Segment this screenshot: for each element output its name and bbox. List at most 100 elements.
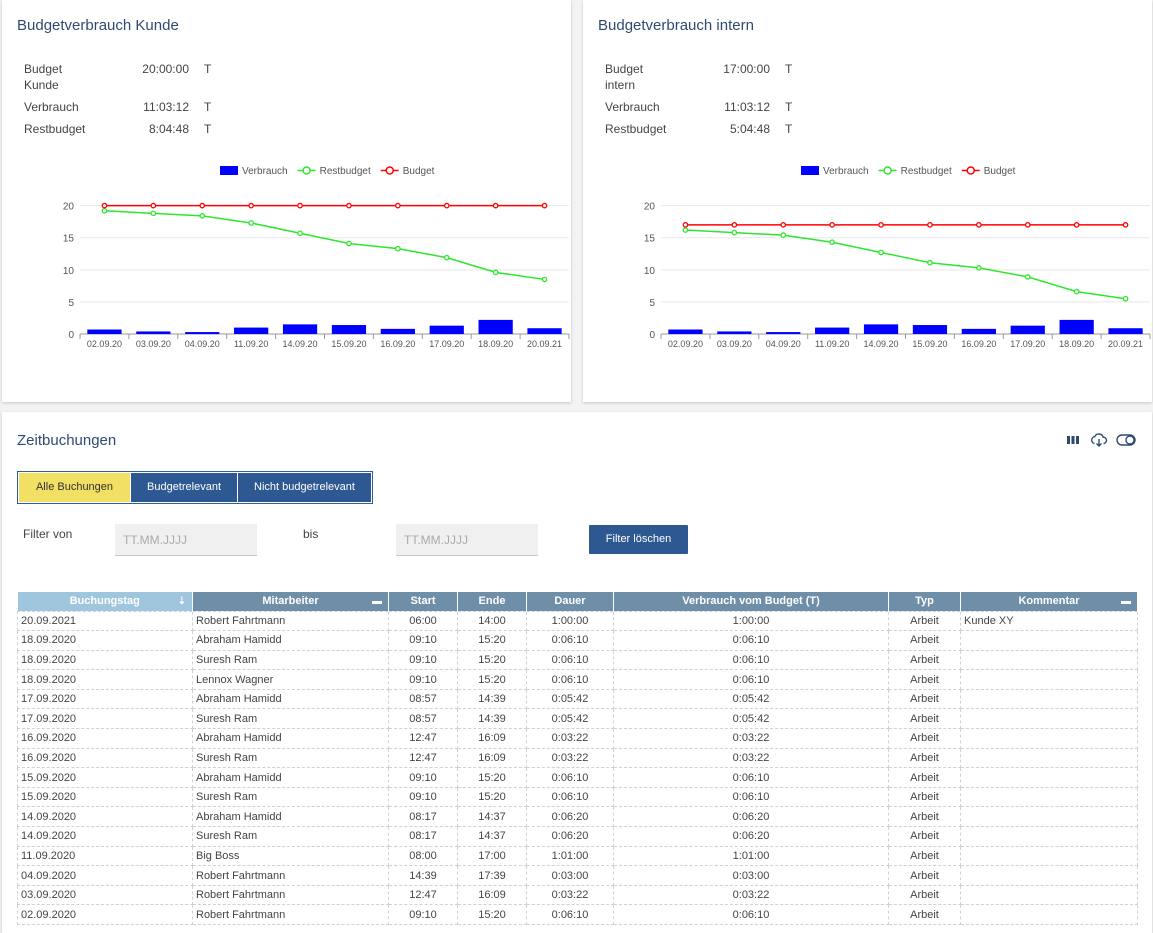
bar[interactable]: [136, 331, 171, 334]
table-row[interactable]: 17.09.2020 Suresh Ram 08:57 14:39 0:05:42 0:0…: [17, 708, 1138, 730]
table-row[interactable]: 18.09.2020 Lennox Wagner 09:10 15:20 0:06:10…: [17, 669, 1138, 690]
cloud-download-icon[interactable]: [1090, 432, 1108, 448]
data-point[interactable]: [927, 259, 933, 266]
table-row[interactable]: 16.09.2020 Abraham Hamidd 12:47 16:09 0:03:2…: [17, 728, 1138, 749]
bar[interactable]: [668, 329, 703, 334]
bar[interactable]: [331, 325, 367, 334]
data-point[interactable]: [297, 202, 303, 209]
bar[interactable]: [282, 324, 318, 334]
clear-filter-button[interactable]: Filter löschen: [589, 525, 688, 554]
data-point[interactable]: [101, 202, 108, 209]
segment-nicht-budgetrelevant[interactable]: Nicht budgetrelevant: [238, 473, 371, 502]
filter-to-input[interactable]: [396, 524, 538, 556]
column-header-dauer[interactable]: Dauer: [526, 592, 614, 611]
bar[interactable]: [766, 332, 801, 334]
data-point[interactable]: [780, 222, 787, 228]
table-row[interactable]: 16.09.2020 Suresh Ram 12:47 16:09 0:03:22 0:0…: [17, 747, 1138, 769]
data-point[interactable]: [1024, 274, 1031, 280]
bar[interactable]: [87, 329, 122, 334]
data-point[interactable]: [878, 222, 884, 228]
data-point[interactable]: [975, 222, 982, 228]
data-point[interactable]: [682, 222, 689, 228]
data-point[interactable]: [394, 245, 401, 252]
column-header-typ[interactable]: Typ: [888, 592, 961, 611]
column-header-kommentar[interactable]: Kommentar ▬: [960, 592, 1138, 611]
data-point[interactable]: [731, 222, 738, 228]
table-row[interactable]: 18.09.2020 Abraham Hamidd 09:10 15:20 0:06:1…: [17, 630, 1138, 651]
bar[interactable]: [527, 328, 562, 334]
data-point[interactable]: [1073, 222, 1080, 228]
data-point[interactable]: [1122, 222, 1129, 228]
bar[interactable]: [185, 332, 220, 334]
segment-alle-buchungen[interactable]: Alle Buchungen: [19, 473, 130, 502]
legend-item[interactable]: Verbrauch: [220, 166, 288, 177]
bar[interactable]: [429, 325, 464, 334]
data-point[interactable]: [541, 276, 548, 283]
data-point[interactable]: [443, 202, 450, 209]
segment-budgetrelevant[interactable]: Budgetrelevant: [131, 473, 237, 502]
table-row[interactable]: 15.09.2020 Abraham Hamidd 09:10 15:20 0:06:1…: [17, 767, 1138, 788]
legend-item[interactable]: Restbudget: [878, 166, 952, 177]
data-point[interactable]: [150, 210, 157, 217]
table-row[interactable]: 14.09.2020 Suresh Ram 08:17 14:37 0:06:20 0:0…: [17, 826, 1138, 847]
data-point[interactable]: [1073, 288, 1080, 295]
bar[interactable]: [234, 327, 269, 334]
data-point[interactable]: [1122, 295, 1129, 302]
bar[interactable]: [815, 327, 850, 334]
legend-item[interactable]: Verbrauch: [801, 166, 869, 177]
data-point[interactable]: [346, 202, 352, 209]
bar[interactable]: [1108, 328, 1143, 334]
column-header-ende[interactable]: Ende: [457, 592, 527, 611]
data-point[interactable]: [878, 249, 884, 256]
data-point[interactable]: [150, 202, 157, 209]
bar[interactable]: [717, 331, 752, 334]
filter-from-input[interactable]: [115, 524, 257, 556]
data-point[interactable]: [297, 230, 303, 237]
data-point[interactable]: [829, 222, 835, 228]
legend-item[interactable]: Restbudget: [297, 166, 371, 177]
data-point[interactable]: [248, 220, 254, 226]
data-point[interactable]: [975, 265, 982, 271]
data-point[interactable]: [829, 239, 835, 246]
data-point[interactable]: [199, 213, 206, 219]
column-header-mitarbeiter[interactable]: Mitarbeiter ▬: [192, 592, 389, 611]
bar[interactable]: [380, 328, 415, 334]
column-header-start[interactable]: Start: [388, 592, 458, 611]
data-point[interactable]: [927, 222, 933, 228]
bar[interactable]: [961, 328, 996, 334]
data-point[interactable]: [1024, 222, 1031, 228]
table-row[interactable]: 11.09.2020 Big Boss 08:00 17:00 1:01:00 1:01:…: [17, 845, 1138, 867]
data-point[interactable]: [394, 202, 401, 209]
bar[interactable]: [1010, 325, 1045, 334]
table-row[interactable]: 17.09.2020 Abraham Hamidd 08:57 14:39 0:05:4…: [17, 688, 1138, 710]
table-row[interactable]: 03.09.2020 Robert Fahrtmann 12:47 16:09 0:03…: [17, 884, 1138, 906]
legend-item[interactable]: Budget: [380, 166, 435, 177]
table-row[interactable]: 04.09.2020 Robert Fahrtmann 14:39 17:39 0:03…: [17, 865, 1138, 886]
columns-icon[interactable]: [1066, 432, 1084, 448]
toggle-icon[interactable]: [1116, 432, 1136, 448]
data-point[interactable]: [443, 254, 450, 261]
table-row[interactable]: 02.09.2020 Robert Fahrtmann 09:10 15:20 0:06…: [17, 904, 1138, 925]
table-row[interactable]: 15.09.2020 Suresh Ram 09:10 15:20 0:06:10 0:0…: [17, 786, 1138, 808]
bar[interactable]: [1059, 319, 1094, 334]
table-row[interactable]: 20.09.2021 Robert Fahrtmann 06:00 14:00 1:00…: [17, 610, 1138, 632]
data-point[interactable]: [346, 240, 352, 247]
bar[interactable]: [478, 319, 513, 334]
bar[interactable]: [912, 325, 948, 334]
sort-icon[interactable]: ⇣: [177, 596, 186, 607]
table-row[interactable]: 14.09.2020 Abraham Hamidd 08:17 14:37 0:06:2…: [17, 806, 1138, 828]
table-row[interactable]: 18.09.2020 Suresh Ram 09:10 15:20 0:06:10 0:0…: [17, 649, 1138, 671]
menu-icon[interactable]: ▬: [1121, 596, 1131, 607]
column-header-buchungstag[interactable]: Buchungstag ⇣: [17, 592, 193, 611]
bar[interactable]: [863, 324, 899, 334]
data-point[interactable]: [731, 229, 738, 236]
legend-item[interactable]: Budget: [961, 166, 1016, 177]
data-point[interactable]: [492, 269, 499, 276]
data-point[interactable]: [780, 232, 787, 239]
data-point[interactable]: [199, 202, 206, 209]
menu-icon[interactable]: ▬: [372, 596, 382, 607]
data-point[interactable]: [492, 202, 499, 209]
data-point[interactable]: [541, 202, 548, 209]
data-point[interactable]: [682, 227, 689, 233]
data-point[interactable]: [101, 207, 108, 214]
